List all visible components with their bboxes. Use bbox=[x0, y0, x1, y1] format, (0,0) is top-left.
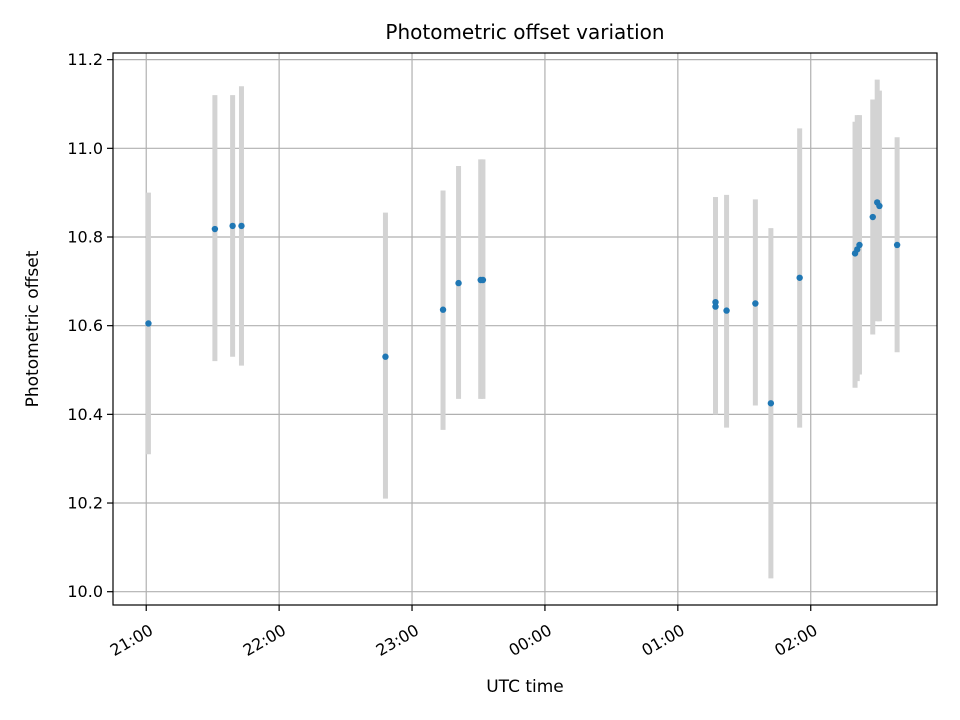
y-tick-label: 10.8 bbox=[67, 228, 103, 247]
data-point bbox=[145, 320, 152, 327]
point-layer bbox=[145, 199, 901, 407]
y-axis-label: Photometric offset bbox=[23, 250, 43, 407]
y-tick-label: 10.4 bbox=[67, 405, 103, 424]
chart-title: Photometric offset variation bbox=[385, 20, 664, 44]
x-axis-label: UTC time bbox=[486, 677, 564, 697]
data-point bbox=[479, 276, 487, 284]
plot-frame bbox=[112, 52, 938, 606]
data-point bbox=[876, 202, 883, 210]
data-point bbox=[723, 307, 730, 314]
data-point bbox=[712, 303, 719, 310]
data-point bbox=[238, 222, 245, 230]
data-point bbox=[229, 222, 236, 230]
data-point bbox=[439, 306, 447, 313]
data-point bbox=[856, 241, 863, 249]
data-point bbox=[712, 298, 719, 306]
data-point bbox=[767, 400, 775, 407]
y-tick-label: 11.0 bbox=[67, 139, 103, 158]
y-tick-label: 10.0 bbox=[67, 582, 103, 601]
data-point bbox=[796, 274, 803, 281]
data-point bbox=[869, 213, 876, 221]
data-point bbox=[382, 353, 389, 360]
y-tick-label: 10.2 bbox=[67, 494, 103, 513]
data-point bbox=[893, 241, 901, 249]
data-point bbox=[752, 300, 759, 307]
data-point bbox=[455, 279, 462, 287]
data-point bbox=[211, 225, 219, 233]
y-tick-label: 11.2 bbox=[67, 50, 103, 69]
y-tick-label: 10.6 bbox=[67, 316, 103, 335]
